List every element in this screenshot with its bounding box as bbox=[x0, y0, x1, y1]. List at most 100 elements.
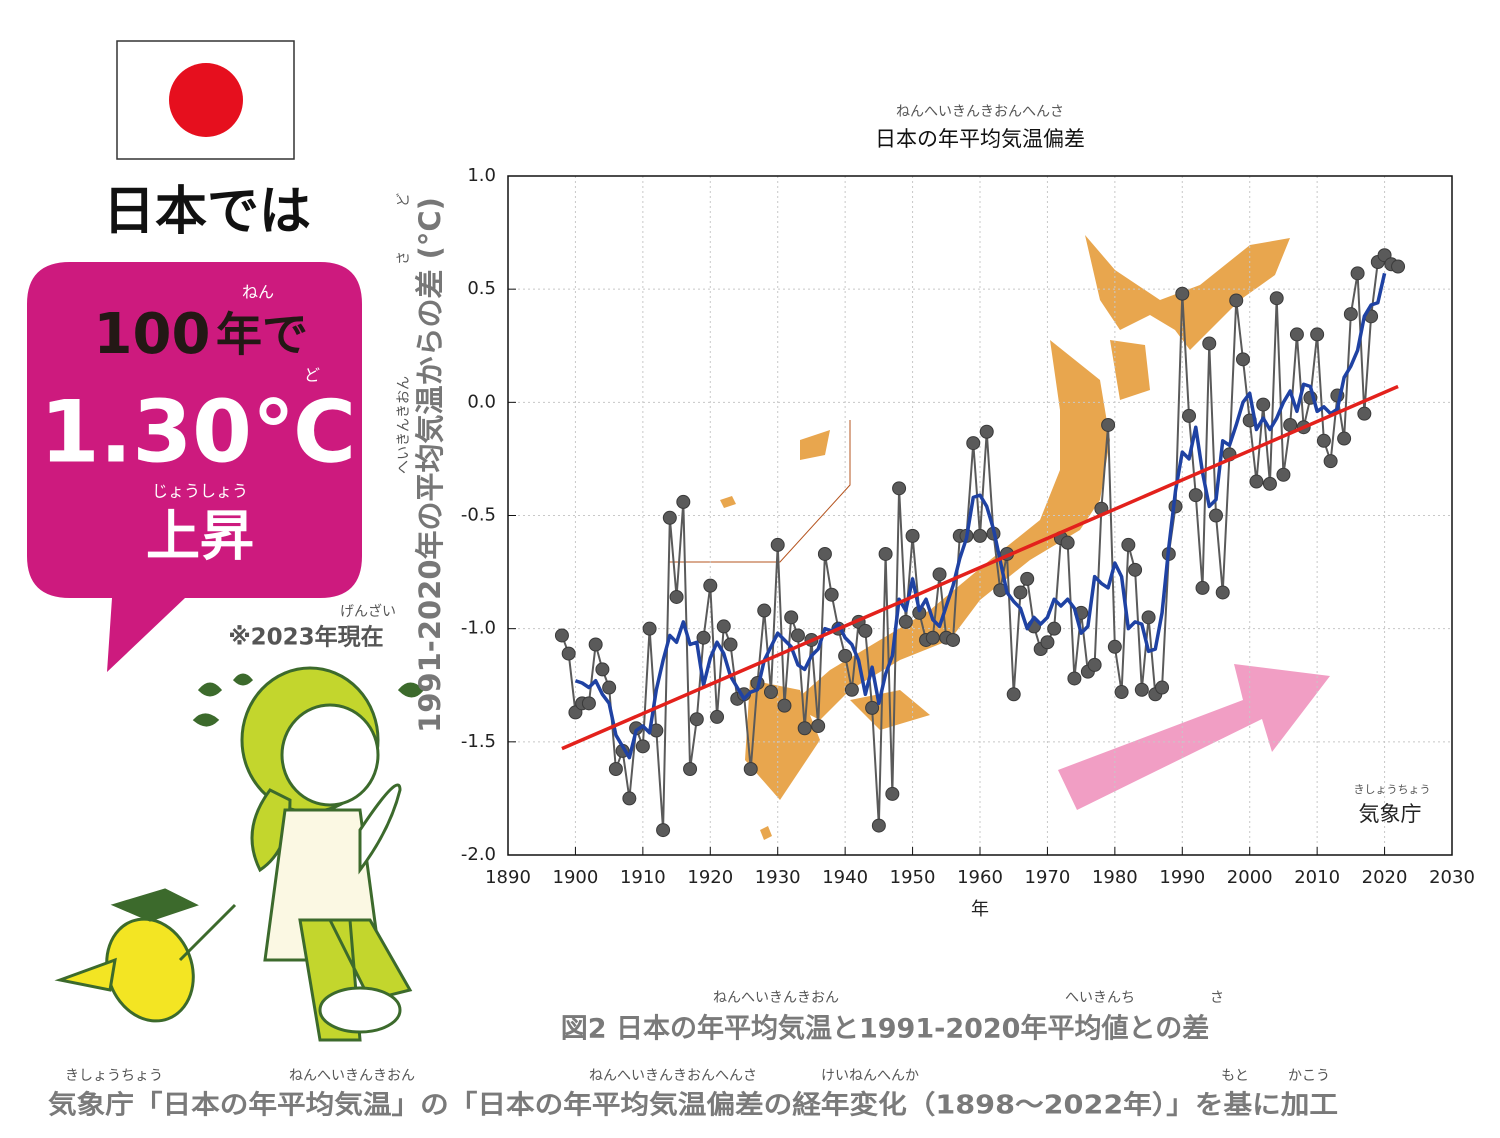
point bbox=[1060, 535, 1075, 550]
point bbox=[763, 685, 778, 700]
x-tick-label: 2020 bbox=[1362, 867, 1408, 888]
point bbox=[1391, 259, 1406, 274]
point bbox=[858, 623, 873, 638]
point bbox=[1101, 417, 1116, 432]
point bbox=[1235, 352, 1250, 367]
point bbox=[790, 628, 805, 643]
point bbox=[1343, 307, 1358, 322]
y-tick-label: -0.5 bbox=[461, 505, 496, 526]
ruby: ど bbox=[396, 193, 412, 207]
x-tick-label: 1940 bbox=[822, 867, 868, 888]
point bbox=[1249, 474, 1264, 489]
y-tick-label: 0.0 bbox=[467, 391, 496, 412]
point bbox=[979, 424, 994, 439]
x-axis-label: 年 bbox=[971, 899, 989, 920]
point bbox=[871, 818, 886, 833]
x-tick-label: 1980 bbox=[1092, 867, 1138, 888]
point bbox=[973, 528, 987, 543]
point bbox=[1006, 687, 1021, 702]
point bbox=[898, 614, 913, 629]
point bbox=[1175, 286, 1190, 301]
flag-sun bbox=[169, 63, 243, 137]
point bbox=[710, 709, 725, 724]
point bbox=[723, 637, 738, 652]
x-tick-label: 1950 bbox=[890, 867, 936, 888]
ruby: ねん bbox=[242, 283, 274, 302]
point bbox=[865, 700, 880, 715]
ruby: へいきんきおん bbox=[396, 376, 412, 474]
note: ※2023年現在 bbox=[228, 624, 383, 651]
illustration bbox=[54, 666, 425, 1042]
point bbox=[602, 680, 617, 695]
ruby: さ bbox=[396, 251, 412, 265]
point bbox=[581, 696, 596, 711]
plot-frame bbox=[507, 175, 1453, 856]
point bbox=[1269, 291, 1284, 306]
x-tick-label: 1920 bbox=[687, 867, 733, 888]
point bbox=[642, 621, 657, 636]
point bbox=[1047, 621, 1062, 636]
point bbox=[797, 721, 812, 736]
point bbox=[1202, 336, 1217, 351]
ruby: じょうしょう bbox=[152, 482, 248, 501]
x-tick-label: 1960 bbox=[957, 867, 1003, 888]
x-tick-label: 1970 bbox=[1025, 867, 1071, 888]
point bbox=[1256, 397, 1271, 412]
rise: 1.30℃ bbox=[40, 382, 356, 482]
point bbox=[1229, 293, 1244, 308]
point bbox=[1276, 467, 1291, 482]
point bbox=[1134, 682, 1149, 697]
point bbox=[784, 610, 799, 625]
point bbox=[878, 546, 893, 561]
ruby: ねんへいきんきおんへんさ bbox=[896, 104, 1064, 120]
point bbox=[669, 589, 684, 604]
trend-arrow bbox=[1058, 664, 1330, 810]
chart-title: 日本の年平均気温偏差 bbox=[875, 127, 1085, 151]
point bbox=[777, 698, 792, 713]
point bbox=[1182, 408, 1197, 423]
point bbox=[595, 662, 610, 677]
y-tick-label: -1.0 bbox=[461, 618, 496, 639]
ruby: ねんへいきんきおん bbox=[289, 1068, 415, 1084]
x-tick-label: 1900 bbox=[553, 867, 599, 888]
unit: 年で bbox=[216, 308, 308, 362]
point bbox=[1121, 537, 1136, 552]
point bbox=[1337, 431, 1352, 446]
ruby: もと bbox=[1221, 1068, 1249, 1084]
point bbox=[1262, 476, 1277, 491]
caption: 図2 日本の年平均気温と1991-2020年平均値との差 bbox=[561, 1013, 1209, 1045]
x-tick-label: 2010 bbox=[1294, 867, 1340, 888]
point bbox=[966, 436, 981, 451]
point bbox=[656, 823, 671, 838]
point bbox=[1357, 406, 1372, 421]
point bbox=[1350, 266, 1365, 281]
heading: 日本では bbox=[103, 182, 311, 242]
point bbox=[554, 628, 569, 643]
point bbox=[1040, 635, 1055, 650]
point bbox=[635, 739, 650, 754]
ruby: きしょうちょう bbox=[1354, 783, 1431, 796]
point bbox=[1107, 639, 1122, 654]
x-tick-label: 1890 bbox=[485, 867, 531, 888]
point bbox=[1067, 671, 1082, 686]
x-tick-label: 1990 bbox=[1159, 867, 1205, 888]
point bbox=[905, 528, 920, 543]
smoothed-line bbox=[561, 384, 1399, 751]
point bbox=[743, 761, 758, 776]
y-tick-label: 1.0 bbox=[467, 165, 496, 186]
smoothed-line bbox=[574, 272, 1387, 760]
ruby: げんざい bbox=[340, 603, 396, 620]
point bbox=[716, 619, 731, 634]
point bbox=[844, 682, 859, 697]
point bbox=[1087, 657, 1102, 672]
ruby: ど bbox=[304, 366, 320, 385]
ruby: ねんへいきんきおんへんさ bbox=[589, 1068, 757, 1084]
ruby: けいねんへんか bbox=[821, 1068, 919, 1084]
point bbox=[676, 494, 691, 509]
ruby: さ bbox=[1210, 990, 1224, 1006]
y-axis-label: 1991-2020年の平均気温からの差 (°C) bbox=[413, 197, 447, 733]
point bbox=[932, 567, 947, 582]
point bbox=[696, 630, 711, 645]
point bbox=[885, 786, 900, 801]
